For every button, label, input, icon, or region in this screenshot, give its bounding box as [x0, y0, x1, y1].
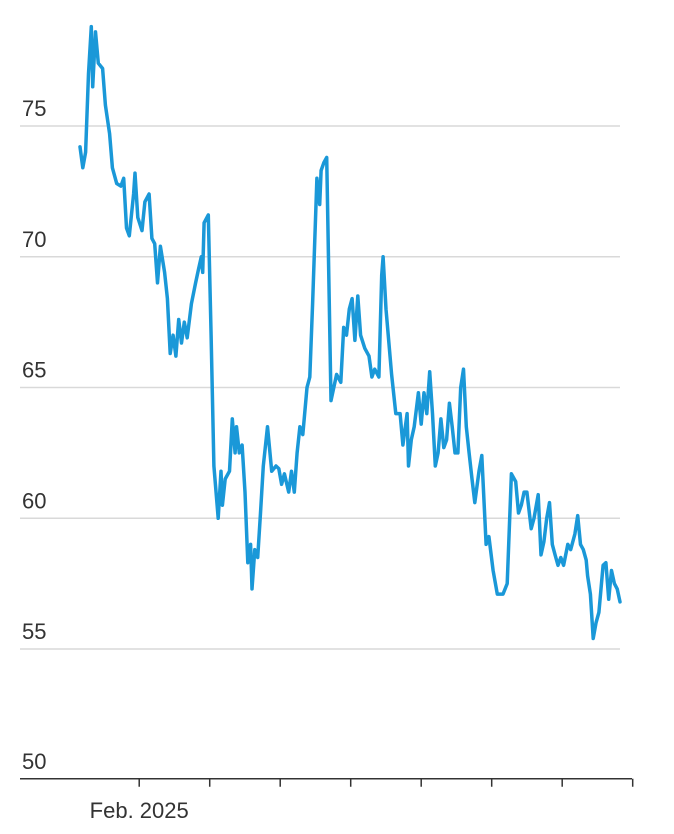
- series-line-price: [78, 24, 622, 641]
- x-tick-label-0: Feb. 2025: [90, 798, 189, 823]
- y-tick-label-70: 70: [22, 227, 46, 252]
- y-tick-label-50: 50: [22, 749, 46, 774]
- gridlines: [20, 125, 620, 650]
- y-tick-label-75: 75: [22, 96, 46, 121]
- x-axis: Feb. 2025’26: [20, 778, 634, 823]
- y-axis-tick-labels: 50 55 60 65 70 75: [22, 96, 46, 774]
- series-lines: [78, 24, 622, 641]
- y-tick-label-60: 60: [22, 488, 46, 513]
- y-tick-label-65: 65: [22, 358, 46, 383]
- y-tick-label-55: 55: [22, 619, 46, 644]
